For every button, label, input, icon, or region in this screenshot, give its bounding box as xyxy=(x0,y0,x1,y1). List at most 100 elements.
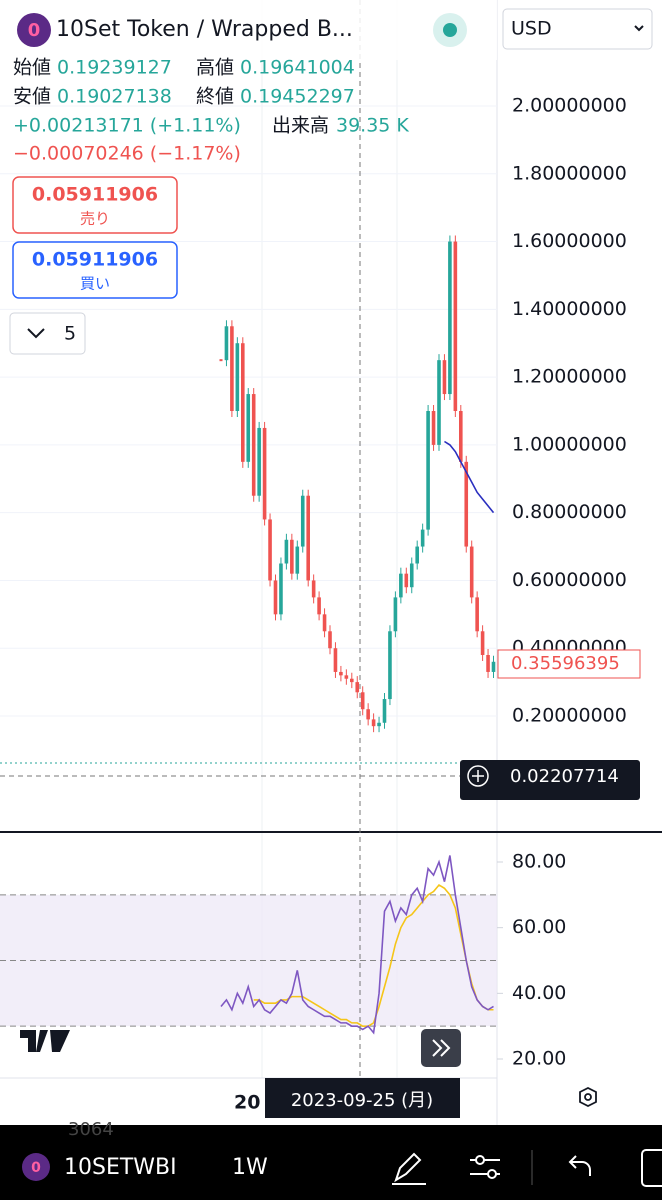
candle xyxy=(388,631,392,700)
candle xyxy=(350,678,354,683)
candle xyxy=(437,360,441,445)
sell-price: 0.05911906 xyxy=(32,184,158,206)
behind-text: 3064 xyxy=(68,1119,114,1140)
volume: 39.35 K xyxy=(336,115,409,137)
volume-label: 出来高 xyxy=(272,115,329,137)
logo[interactable] xyxy=(17,13,51,47)
toolbar-logo xyxy=(22,1153,50,1181)
candle xyxy=(268,519,272,581)
ma-line xyxy=(444,440,495,514)
sell-label: 売り xyxy=(80,210,110,228)
y-tick-label: 2.00000000 xyxy=(512,95,627,117)
indicator-count: 5 xyxy=(64,323,76,345)
date-box xyxy=(265,1078,460,1118)
chevron xyxy=(27,328,45,339)
candle xyxy=(355,682,360,693)
candle xyxy=(486,655,490,672)
chevrons xyxy=(432,1039,451,1057)
crosshair-date: 2023-09-25 (月) xyxy=(291,1090,433,1111)
y-tick-label: 1.60000000 xyxy=(512,230,627,252)
settings-dot xyxy=(584,1093,592,1101)
add-icon[interactable] xyxy=(467,765,489,787)
candle xyxy=(453,241,458,411)
y-tick-label: 0.60000000 xyxy=(512,569,627,591)
candle xyxy=(480,631,485,655)
candle xyxy=(262,427,267,520)
candle xyxy=(230,326,234,411)
status-dot xyxy=(443,23,457,37)
crosshair-price: 0.02207714 xyxy=(510,766,619,787)
open: 0.19239127 xyxy=(57,57,172,79)
rsi-tick-label: 80.00 xyxy=(512,851,566,873)
candle xyxy=(426,411,430,530)
candle xyxy=(431,411,436,445)
candle xyxy=(459,411,463,462)
symbol-title[interactable]: 10Set Token / Wrapped B... xyxy=(56,17,353,42)
knob xyxy=(475,1155,485,1165)
close: 0.19452297 xyxy=(240,86,355,108)
candle xyxy=(306,495,310,581)
y-tick-label: 1.40000000 xyxy=(512,298,627,320)
candle xyxy=(339,671,343,676)
candle xyxy=(399,573,403,598)
buy-button[interactable] xyxy=(12,241,178,299)
candle xyxy=(224,326,229,361)
candle xyxy=(491,661,496,672)
candle xyxy=(251,394,256,496)
candle xyxy=(333,648,338,672)
toolbar-symbol[interactable]: 10SETWBI xyxy=(64,1155,177,1180)
toolbar-interval[interactable]: 1W xyxy=(232,1155,268,1180)
more-icon[interactable] xyxy=(641,1149,662,1187)
candle xyxy=(235,343,240,411)
high-label: 高値 xyxy=(196,57,234,79)
knob xyxy=(487,1169,497,1179)
toolbar xyxy=(0,1125,662,1200)
y-tick-label: 1.00000000 xyxy=(512,433,627,455)
candle xyxy=(393,597,398,632)
buy-label: 買い xyxy=(80,275,110,293)
candle xyxy=(409,563,414,588)
last-price-box xyxy=(497,649,641,679)
logo-mark: 0 xyxy=(28,20,41,41)
candle xyxy=(284,539,289,564)
candle xyxy=(317,597,321,615)
low: 0.19027138 xyxy=(57,86,172,108)
candle xyxy=(219,359,223,362)
open-label: 始値 xyxy=(13,57,51,79)
logo-mark: 0 xyxy=(31,1160,41,1176)
currency: USD xyxy=(511,18,552,40)
candle xyxy=(371,719,376,727)
y-tick-label: 0.20000000 xyxy=(512,705,627,727)
rsi-tick-label: 40.00 xyxy=(512,982,566,1004)
undo-icon[interactable] xyxy=(568,1155,591,1176)
y-tick-label: 1.20000000 xyxy=(512,366,627,388)
candle xyxy=(442,360,447,395)
candle xyxy=(290,539,294,574)
candle xyxy=(279,563,283,615)
plus xyxy=(472,770,484,782)
settings-icon[interactable] xyxy=(579,1086,597,1108)
candle xyxy=(241,343,245,462)
axes: 2.00000000 1.80000000 1.60000000 1.40000000… xyxy=(497,95,627,1070)
rsi-tick-label: 20.00 xyxy=(512,1048,566,1070)
candle xyxy=(366,709,370,720)
candle xyxy=(322,614,327,632)
change: +0.00213171 (+1.11%) xyxy=(13,115,241,137)
sell-button[interactable] xyxy=(12,176,178,234)
draw-icon[interactable] xyxy=(392,1152,426,1185)
currency-select[interactable] xyxy=(502,8,653,50)
indicators-toggle[interactable] xyxy=(9,312,86,355)
candle xyxy=(273,580,278,615)
x-tick-label: 20 xyxy=(234,1092,260,1114)
candle xyxy=(300,495,305,547)
candle xyxy=(469,546,474,598)
candle xyxy=(382,699,387,723)
close-label: 終値 xyxy=(196,86,234,108)
candle xyxy=(464,461,469,547)
change2: −0.00070246 (−1.17%) xyxy=(13,143,241,165)
candle xyxy=(360,692,365,710)
candle xyxy=(448,241,452,395)
candle xyxy=(344,675,349,679)
tv-logo xyxy=(20,1030,70,1052)
